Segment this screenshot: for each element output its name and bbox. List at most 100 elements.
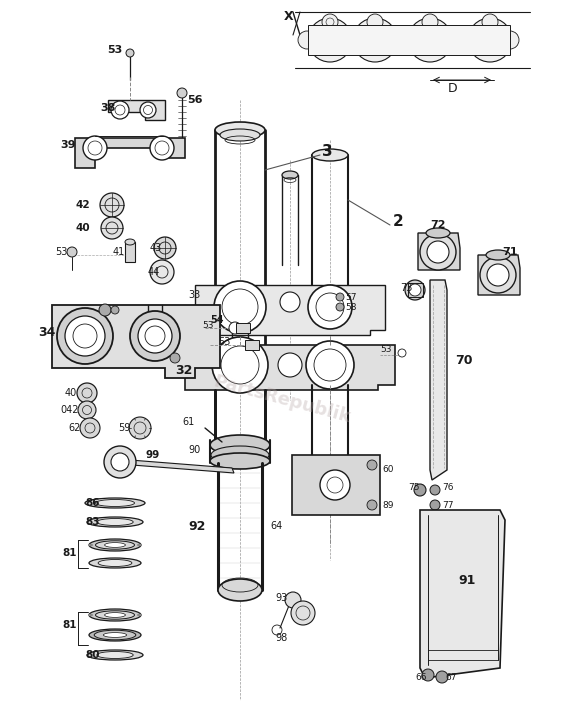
Circle shape	[129, 417, 151, 439]
Ellipse shape	[220, 129, 260, 141]
Ellipse shape	[211, 446, 269, 464]
Ellipse shape	[218, 579, 262, 601]
Circle shape	[170, 353, 180, 363]
Polygon shape	[130, 460, 234, 473]
Text: 89: 89	[382, 500, 394, 510]
Circle shape	[408, 18, 452, 62]
Circle shape	[67, 247, 77, 257]
Text: 39: 39	[60, 140, 75, 150]
Text: 77: 77	[442, 500, 454, 510]
Polygon shape	[75, 138, 185, 168]
Text: 42: 42	[75, 200, 90, 210]
Ellipse shape	[125, 239, 135, 245]
Ellipse shape	[98, 559, 132, 567]
Polygon shape	[418, 233, 460, 270]
Ellipse shape	[87, 650, 143, 660]
Circle shape	[229, 322, 241, 334]
Circle shape	[212, 337, 268, 393]
Ellipse shape	[97, 652, 133, 658]
Text: 83: 83	[85, 517, 100, 527]
Text: D: D	[448, 81, 458, 94]
Text: 90: 90	[188, 445, 200, 455]
Text: 41: 41	[113, 247, 125, 257]
Polygon shape	[308, 25, 510, 55]
Polygon shape	[478, 255, 520, 295]
Text: 62: 62	[68, 423, 81, 433]
Text: 43: 43	[150, 243, 162, 253]
Ellipse shape	[96, 611, 135, 619]
Circle shape	[65, 316, 105, 356]
Text: 81: 81	[62, 548, 77, 558]
Circle shape	[405, 280, 425, 300]
Circle shape	[482, 14, 498, 30]
Ellipse shape	[210, 435, 270, 455]
Text: 75: 75	[408, 484, 419, 492]
Circle shape	[101, 217, 123, 239]
Ellipse shape	[87, 517, 143, 527]
Circle shape	[430, 500, 440, 510]
Text: X: X	[284, 9, 294, 22]
Polygon shape	[185, 345, 395, 390]
Text: 91: 91	[458, 573, 475, 586]
Ellipse shape	[89, 539, 141, 551]
Text: PartsRepublik: PartsRepublik	[211, 373, 352, 427]
Text: 3: 3	[322, 144, 333, 159]
Text: 32: 32	[175, 363, 193, 376]
Circle shape	[501, 31, 519, 49]
Polygon shape	[430, 280, 447, 480]
Text: 042: 042	[60, 405, 78, 415]
Text: 70: 70	[455, 353, 472, 366]
Circle shape	[336, 293, 344, 301]
Circle shape	[83, 136, 107, 160]
Text: 53: 53	[55, 247, 68, 257]
Circle shape	[308, 285, 352, 329]
Text: 86: 86	[85, 498, 100, 508]
Circle shape	[422, 669, 434, 681]
Circle shape	[80, 418, 100, 438]
Text: 61: 61	[182, 417, 194, 427]
Text: 44: 44	[148, 267, 160, 277]
Circle shape	[367, 460, 377, 470]
Text: 53: 53	[218, 337, 230, 347]
Circle shape	[298, 31, 316, 49]
Text: 98: 98	[275, 633, 287, 643]
Ellipse shape	[89, 558, 141, 568]
Circle shape	[77, 383, 97, 403]
Text: 58: 58	[345, 303, 356, 311]
Circle shape	[468, 18, 512, 62]
Text: 40: 40	[65, 388, 77, 398]
Bar	[245, 340, 259, 350]
Circle shape	[430, 485, 440, 495]
Text: 66: 66	[415, 673, 427, 681]
Ellipse shape	[426, 228, 450, 238]
Circle shape	[150, 136, 174, 160]
Circle shape	[150, 260, 174, 284]
Circle shape	[126, 49, 134, 57]
Polygon shape	[52, 305, 220, 378]
Ellipse shape	[210, 453, 270, 469]
Bar	[236, 323, 250, 333]
Circle shape	[111, 453, 129, 471]
Circle shape	[78, 401, 96, 419]
Text: 99: 99	[145, 450, 159, 460]
Ellipse shape	[89, 609, 141, 621]
Circle shape	[280, 292, 300, 312]
Text: 33: 33	[188, 290, 200, 300]
Text: 53: 53	[202, 321, 213, 329]
Text: 76: 76	[442, 484, 454, 492]
Circle shape	[104, 446, 136, 478]
Circle shape	[99, 304, 111, 316]
Text: 54: 54	[210, 315, 224, 325]
Text: 59: 59	[118, 423, 131, 433]
Circle shape	[353, 18, 397, 62]
Text: 2: 2	[393, 215, 404, 229]
Circle shape	[306, 341, 354, 389]
Circle shape	[420, 234, 456, 270]
Circle shape	[177, 88, 187, 98]
Ellipse shape	[486, 250, 510, 260]
Circle shape	[111, 101, 129, 119]
Circle shape	[278, 353, 302, 377]
Text: 72: 72	[430, 220, 445, 230]
Polygon shape	[108, 100, 165, 120]
Ellipse shape	[282, 171, 298, 179]
